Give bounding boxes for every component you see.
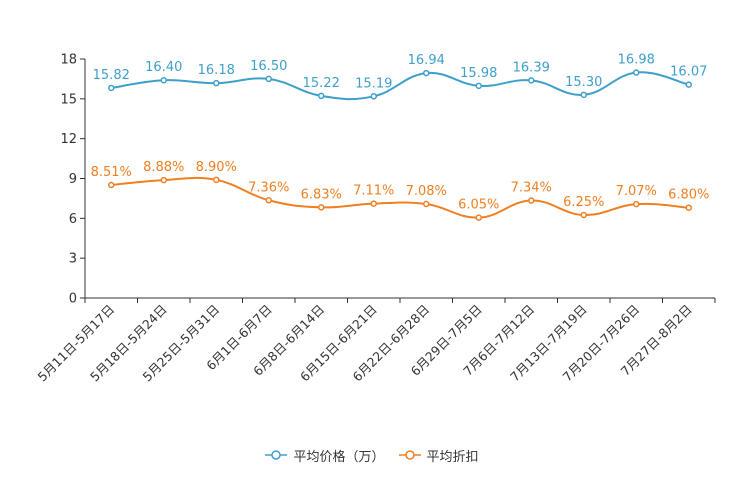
data-point-price (475, 82, 482, 90)
data-label-discount: 6.80% (668, 188, 709, 203)
series-line-discount (111, 176, 689, 219)
data-label-discount: 6.83% (301, 187, 342, 202)
data-label-discount: 7.07% (616, 184, 657, 199)
y-tick-label: 3 (69, 252, 77, 267)
data-label-discount: 7.36% (248, 180, 289, 195)
data-point-price (580, 91, 587, 99)
data-point-discount (108, 181, 115, 189)
data-label-price: 16.18 (198, 63, 235, 78)
data-point-price (423, 69, 430, 77)
data-label-discount: 6.05% (458, 198, 499, 213)
data-point-price (265, 75, 272, 83)
data-label-discount: 7.08% (406, 184, 447, 199)
y-tick-label: 9 (69, 172, 77, 187)
data-label-price: 16.94 (408, 53, 445, 68)
y-tick-label: 18 (60, 53, 77, 68)
y-tick-label: 6 (69, 212, 77, 227)
data-point-discount (265, 197, 272, 204)
data-point-price (213, 79, 220, 87)
data-label-discount: 8.51% (91, 165, 132, 180)
data-point-discount (528, 197, 535, 204)
y-tick-label: 0 (69, 292, 77, 307)
data-point-discount (318, 204, 325, 211)
data-point-price (370, 93, 377, 100)
y-tick-label: 15 (60, 92, 77, 107)
data-point-price (318, 92, 325, 100)
data-label-price: 16.98 (618, 53, 655, 68)
data-label-price: 16.50 (250, 59, 287, 74)
data-label-price: 15.30 (565, 75, 602, 90)
data-point-price (528, 77, 535, 84)
data-label-price: 15.22 (303, 76, 340, 91)
data-label-price: 15.19 (355, 76, 392, 91)
y-tick-label: 12 (60, 132, 77, 147)
legend-discount-marker-icon (398, 450, 421, 460)
data-point-discount (685, 204, 692, 211)
legend: 平均价格（万） 平均折扣 (0, 444, 744, 466)
data-point-discount (633, 200, 640, 208)
data-label-discount: 6.25% (563, 195, 604, 210)
data-point-discount (423, 200, 430, 208)
legend-label-discount: 平均折扣 (426, 449, 479, 465)
data-label-price: 16.40 (145, 60, 182, 75)
data-point-discount (370, 200, 377, 207)
data-label-discount: 7.11% (353, 184, 394, 199)
data-label-discount: 8.90% (196, 160, 237, 175)
legend-price-marker-icon (265, 450, 288, 460)
legend-label-price: 平均价格（万） (293, 449, 385, 465)
data-label-price: 15.98 (460, 66, 497, 81)
data-point-discount (213, 176, 220, 184)
data-label-price: 15.82 (93, 68, 130, 83)
data-point-discount (580, 211, 587, 219)
legend-item-discount[interactable]: 平均折扣 (398, 446, 479, 465)
data-label-price: 16.07 (670, 65, 707, 80)
data-point-price (108, 84, 115, 92)
data-label-price: 16.39 (513, 60, 550, 75)
data-point-discount (475, 214, 482, 221)
legend-item-price[interactable]: 平均价格（万） (265, 446, 385, 465)
data-label-discount: 8.88% (143, 160, 184, 175)
data-point-discount (160, 176, 167, 184)
data-label-discount: 7.34% (511, 181, 552, 196)
data-point-price (160, 76, 167, 84)
series-line-price (111, 71, 690, 101)
data-point-price (685, 81, 692, 88)
data-point-price (633, 69, 640, 76)
line-chart: 03691215185月11日-5月17日5月18日-5月24日5月25日-5月… (34, 53, 716, 384)
